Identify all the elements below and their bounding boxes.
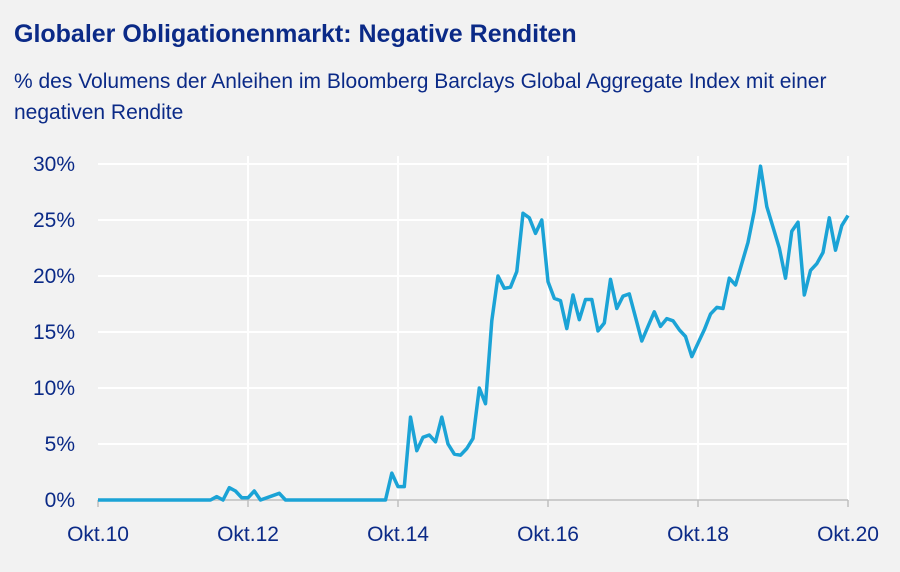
chart-title: Globaler Obligationenmarkt: Negative Ren… xyxy=(14,20,577,48)
x-tick-label: Okt.14 xyxy=(367,523,429,546)
series-line xyxy=(98,164,850,502)
x-tick-label: Okt.16 xyxy=(517,523,579,546)
y-tick-label: 30% xyxy=(33,153,75,176)
chart-subtitle: % des Volumens der Anleihen im Bloomberg… xyxy=(14,70,827,124)
x-tick-label: Okt.10 xyxy=(67,523,129,546)
y-tick-label: 25% xyxy=(33,209,75,232)
x-tick-label: Okt.12 xyxy=(217,523,279,546)
y-tick-label: 5% xyxy=(45,433,75,456)
y-tick-label: 10% xyxy=(33,377,75,400)
y-tick-label: 15% xyxy=(33,321,75,344)
x-tick-label: Okt.18 xyxy=(667,523,729,546)
y-tick-label: 0% xyxy=(45,489,75,512)
y-tick-label: 20% xyxy=(33,265,75,288)
x-tick-label: Okt.20 xyxy=(817,523,879,546)
